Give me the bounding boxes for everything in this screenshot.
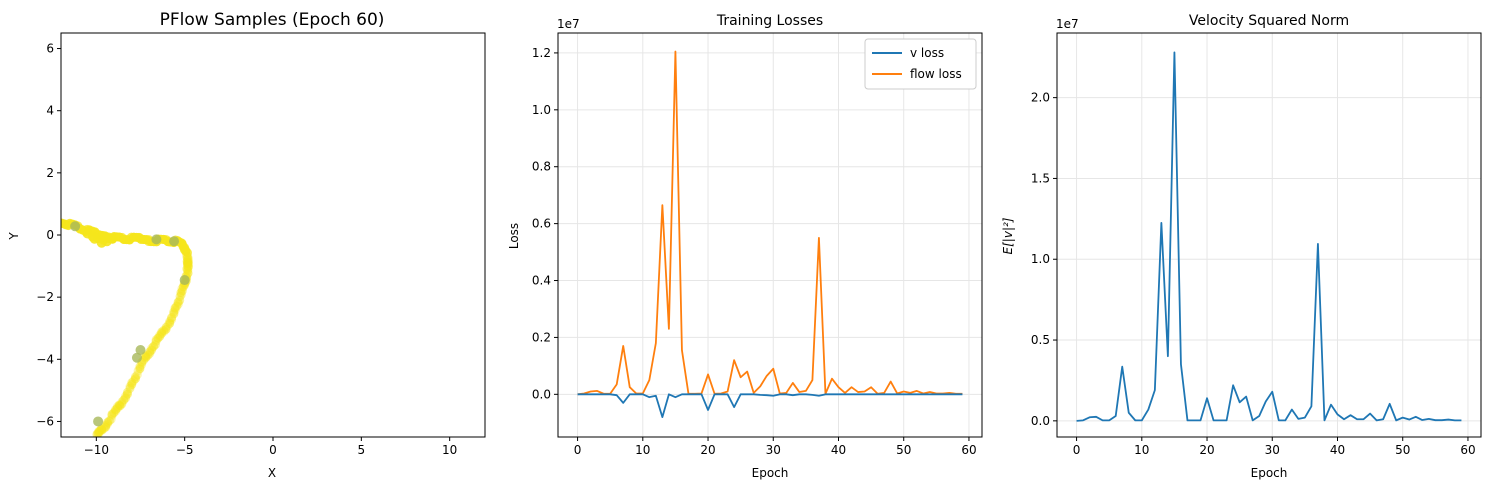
- series-line-v-loss: [578, 394, 963, 417]
- y-tick-label: 0.0: [1031, 414, 1050, 428]
- y-tick-label: 1.0: [532, 103, 551, 117]
- x-tick-label: −10: [84, 443, 109, 457]
- y-tick-label: 6: [46, 42, 54, 56]
- x-tick-label: 60: [961, 443, 976, 457]
- y-tick-label: 1.0: [1031, 252, 1050, 266]
- sample-point: [90, 234, 100, 244]
- sample-point: [100, 232, 110, 242]
- y-tick-label: 0.5: [1031, 333, 1050, 347]
- y-tick-label: −6: [36, 414, 54, 428]
- scatter-marks: [56, 218, 193, 438]
- x-tick-label: 40: [831, 443, 846, 457]
- x-tick-label: 10: [1134, 443, 1149, 457]
- y-tick-label: 0.0: [532, 387, 551, 401]
- series-line-flow-loss: [578, 51, 963, 394]
- losses-lines: [578, 51, 963, 417]
- x-tick-label: 20: [1199, 443, 1214, 457]
- sample-point-dark: [169, 236, 179, 246]
- scatter-subplot: PFlow Samples (Epoch 60) X Y −10 −5 0 5 10 −6…: [7, 10, 485, 480]
- losses-xlabel: Epoch: [752, 466, 789, 480]
- losses-title: Training Losses: [716, 13, 823, 29]
- x-tick-label: 0: [574, 443, 582, 457]
- y-tick-label: 0.4: [532, 274, 551, 288]
- y-tick-label: 2: [46, 166, 54, 180]
- x-tick-label: 5: [358, 443, 366, 457]
- losses-frame: [558, 33, 982, 437]
- sample-point-dark: [180, 275, 190, 285]
- losses-legend: v loss flow loss: [865, 39, 976, 89]
- y-tick-label: 0.2: [532, 330, 551, 344]
- sample-point-dark: [93, 416, 103, 426]
- x-tick-label: 0: [1073, 443, 1081, 457]
- y-tick-label: −4: [36, 352, 54, 366]
- x-tick-label: 20: [700, 443, 715, 457]
- velocity-xlabel: Epoch: [1251, 466, 1288, 480]
- x-tick-label: 50: [1395, 443, 1410, 457]
- y-tick-label: 0.8: [532, 160, 551, 174]
- sample-point-dark: [70, 221, 80, 231]
- y-tick-label: 0: [46, 228, 54, 242]
- x-tick-label: −5: [176, 443, 194, 457]
- x-tick-label: 50: [896, 443, 911, 457]
- legend-flow-label: flow loss: [910, 67, 962, 81]
- x-tick-label: 40: [1330, 443, 1345, 457]
- y-tick-label: 1.2: [532, 46, 551, 60]
- velocity-ylabel: E[|v|²]: [1001, 217, 1015, 254]
- x-tick-label: 30: [1265, 443, 1280, 457]
- scatter-ticks: −10 −5 0 5 10 −6 −4 −2 0 2 4 6: [36, 42, 457, 457]
- y-tick-label: 1.5: [1031, 171, 1050, 185]
- series-line-velocity-norm: [1077, 52, 1462, 420]
- x-tick-label: 60: [1460, 443, 1475, 457]
- scatter-points: [56, 218, 193, 438]
- scatter-ylabel: Y: [7, 232, 21, 241]
- velocity-title: Velocity Squared Norm: [1189, 13, 1349, 29]
- x-tick-label: 10: [442, 443, 457, 457]
- y-tick-label: −2: [36, 290, 54, 304]
- scatter-title: PFlow Samples (Epoch 60): [160, 10, 385, 30]
- losses-ticks: 0 10 20 30 40 50 60 0.0 0.2 0.4 0.6 0.8 1.0 1.2: [532, 46, 977, 457]
- y-tick-label: 0.6: [532, 217, 551, 231]
- x-tick-label: 10: [635, 443, 650, 457]
- x-tick-label: 0: [269, 443, 277, 457]
- velocity-ticks: 0 10 20 30 40 50 60 0.0 0.5 1.0 1.5 2.0: [1031, 91, 1476, 457]
- y-tick-label: 2.0: [1031, 91, 1050, 105]
- sample-point-dark: [132, 353, 142, 363]
- y-tick-label: 4: [46, 104, 54, 118]
- sample-point: [92, 430, 101, 439]
- sample-point-dark: [151, 234, 161, 244]
- legend-v-label: v loss: [910, 46, 944, 60]
- velocity-subplot: Velocity Squared Norm Epoch E[|v|²] 1e7 …: [1001, 13, 1481, 480]
- velocity-line: [1077, 52, 1462, 420]
- losses-subplot: Training Losses Epoch Loss 1e7 0 10 20 30 40…: [507, 13, 982, 480]
- losses-grid: [558, 33, 982, 437]
- x-tick-label: 30: [766, 443, 781, 457]
- losses-ylabel: Loss: [507, 223, 521, 249]
- scatter-xlabel: X: [268, 466, 276, 480]
- losses-scale-label: 1e7: [557, 17, 580, 31]
- velocity-scale-label: 1e7: [1056, 17, 1079, 31]
